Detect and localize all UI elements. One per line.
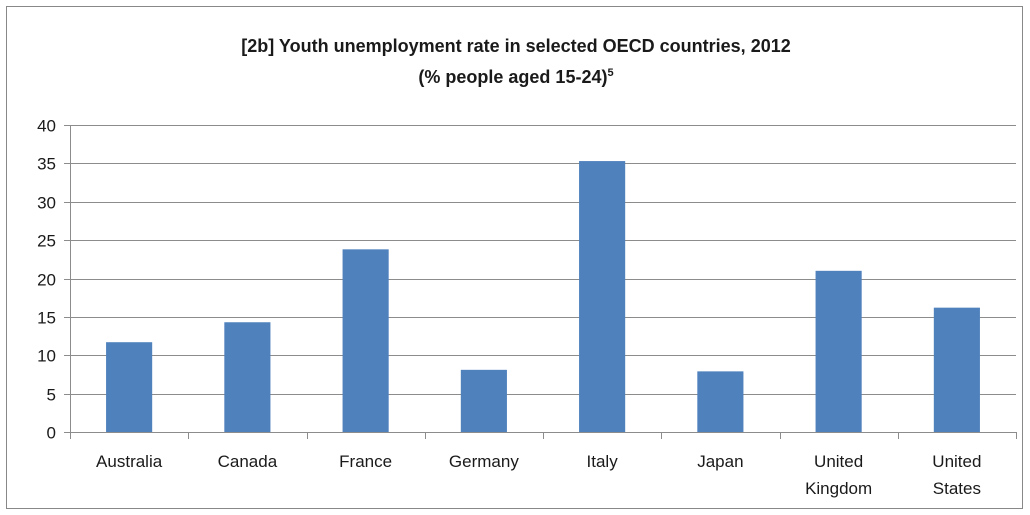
x-tick-label: Germany: [449, 452, 519, 471]
y-tick-label: 25: [37, 232, 56, 251]
chart-subtitle-text: (% people aged 15-24): [418, 67, 607, 87]
bar-france: [342, 249, 389, 432]
bar-australia: [106, 342, 153, 432]
x-tick-label: Italy: [587, 452, 619, 471]
y-tick-label: 15: [37, 309, 56, 328]
x-tick-label: United States: [932, 452, 981, 498]
x-tick-label: France: [339, 452, 392, 471]
y-tick-label: 10: [37, 347, 56, 366]
bar-united-states: [933, 307, 980, 432]
y-tick-label: 35: [37, 155, 56, 174]
bar-japan: [697, 371, 744, 432]
bar-united-kingdom: [815, 270, 862, 432]
y-tick-label: 20: [37, 271, 56, 290]
chart-title: [2b] Youth unemployment rate in selected…: [241, 36, 790, 56]
y-tick-label: 40: [37, 117, 56, 136]
x-tick-label: Australia: [96, 452, 163, 471]
y-tick-label: 30: [37, 194, 56, 213]
x-tick-label: Japan: [697, 452, 743, 471]
bar-germany: [460, 369, 507, 432]
x-tick-label: United Kingdom: [805, 452, 872, 498]
x-tick-label: Canada: [218, 452, 278, 471]
gridlines: [64, 125, 1016, 395]
bars: [106, 161, 980, 432]
x-axis: [64, 125, 1017, 439]
bar-chart: [2b] Youth unemployment rate in selected…: [37, 36, 1017, 498]
y-tick-label: 0: [47, 424, 56, 443]
x-axis-labels: Australia Canada France Germany Italy Japan Un…: [96, 452, 981, 498]
y-tick-label: 5: [47, 386, 56, 405]
y-axis-ticks: 0 5 10 15 20 25 30 35 40: [37, 117, 56, 443]
bar-canada: [224, 322, 271, 432]
chart-subtitle-footnote: 5: [607, 67, 613, 79]
chart-frame: [2b] Youth unemployment rate in selected…: [6, 6, 1023, 509]
bar-italy: [579, 161, 626, 432]
chart-subtitle: (% people aged 15-24)5: [418, 67, 613, 87]
